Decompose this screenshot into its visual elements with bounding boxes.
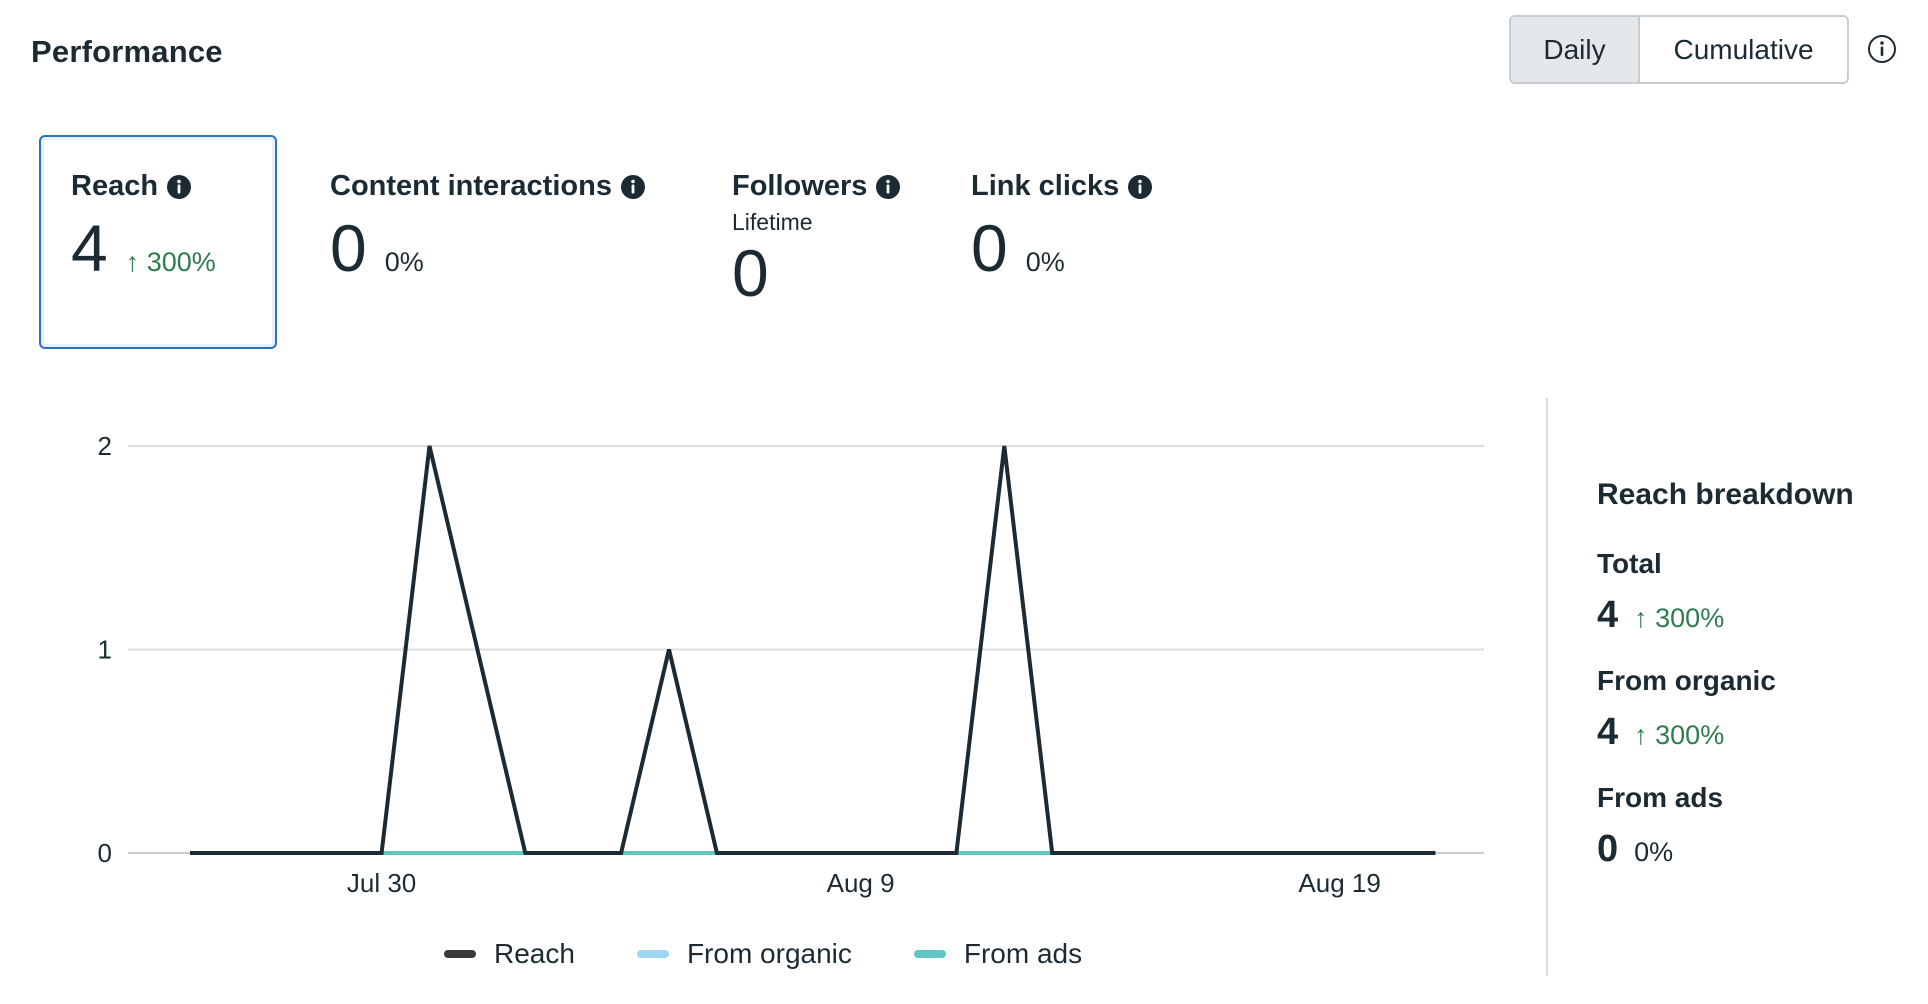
breakdown-value: 4 [1597, 711, 1619, 753]
metric-value: 0 [971, 211, 1008, 285]
metric-change: ↑ 300% [125, 247, 216, 277]
x-tick-label: Aug 9 [827, 868, 895, 898]
info-icon[interactable] [620, 174, 646, 200]
daily-toggle-button[interactable]: Daily [1511, 17, 1640, 82]
info-circle-icon[interactable] [1867, 34, 1897, 64]
breakdown-label: Total [1597, 548, 1662, 579]
breakdown-from-organic: From organic 4 ↑ 300% [1597, 665, 1897, 754]
chart-legend: Reach From organic From ads [444, 938, 1082, 970]
legend-label: From ads [963, 938, 1083, 969]
legend-swatch-organic [636, 950, 669, 958]
metric-sub: Lifetime [732, 209, 813, 235]
metric-change: 0% [1025, 247, 1065, 277]
metric-card-reach[interactable] [39, 135, 277, 349]
breakdown-change: ↑ 300% [1634, 603, 1725, 633]
reach-line-chart: 0 1 2 Jul 30 Aug 9 Aug 19 [98, 431, 1484, 898]
metric-link-clicks[interactable]: Link clicks 0 0% [971, 170, 1153, 281]
breakdown-change: 0% [1634, 837, 1674, 867]
legend-label: From organic [686, 938, 852, 969]
legend-item-from-organic[interactable]: From organic [636, 938, 852, 970]
x-tick-label: Jul 30 [347, 868, 416, 898]
breakdown-label: From ads [1597, 782, 1724, 813]
metric-reach: Reach 4 ↑ 300% [71, 170, 216, 281]
metric-label: Link clicks [971, 170, 1120, 202]
legend-item-from-ads[interactable]: From ads [913, 938, 1083, 970]
metric-label: Content interactions [330, 170, 612, 202]
breakdown-change: ↑ 300% [1634, 720, 1725, 750]
breakdown-total: Total 4 ↑ 300% [1597, 548, 1897, 637]
breakdown-title: Reach breakdown [1597, 478, 1854, 511]
breakdown-label: From organic [1597, 665, 1776, 696]
metric-followers[interactable]: Followers Lifetime 0 [732, 170, 901, 306]
series-reach-line [190, 445, 1436, 855]
reach-breakdown: Reach breakdown Total 4 ↑ 300% From orga… [1597, 478, 1897, 899]
y-tick-label: 1 [98, 635, 112, 665]
metric-content-interactions[interactable]: Content interactions 0 0% [330, 170, 646, 281]
legend-swatch-reach [444, 950, 476, 958]
legend-item-reach[interactable]: Reach [444, 938, 575, 970]
metric-label: Reach [71, 170, 159, 202]
legend-label: Reach [494, 938, 575, 969]
breakdown-from-ads: From ads 0 0% [1597, 782, 1897, 871]
metric-label: Followers [732, 170, 868, 202]
cumulative-toggle-button[interactable]: Cumulative [1640, 17, 1847, 82]
metric-value: 0 [330, 211, 367, 285]
divider [1546, 398, 1548, 976]
y-tick-label: 0 [98, 838, 112, 868]
page-title: Performance [31, 34, 223, 69]
metric-change: 0% [384, 247, 424, 277]
breakdown-value: 4 [1597, 594, 1619, 636]
info-icon[interactable] [875, 174, 901, 200]
x-tick-label: Aug 19 [1298, 868, 1380, 898]
metric-value: 0 [732, 236, 769, 310]
info-icon[interactable] [1127, 174, 1153, 200]
legend-swatch-ads [913, 950, 946, 958]
metric-value: 4 [71, 211, 108, 285]
y-tick-label: 2 [98, 431, 112, 461]
breakdown-value: 0 [1597, 828, 1619, 870]
view-toggle: Daily Cumulative [1509, 15, 1849, 84]
info-icon[interactable] [166, 174, 192, 200]
